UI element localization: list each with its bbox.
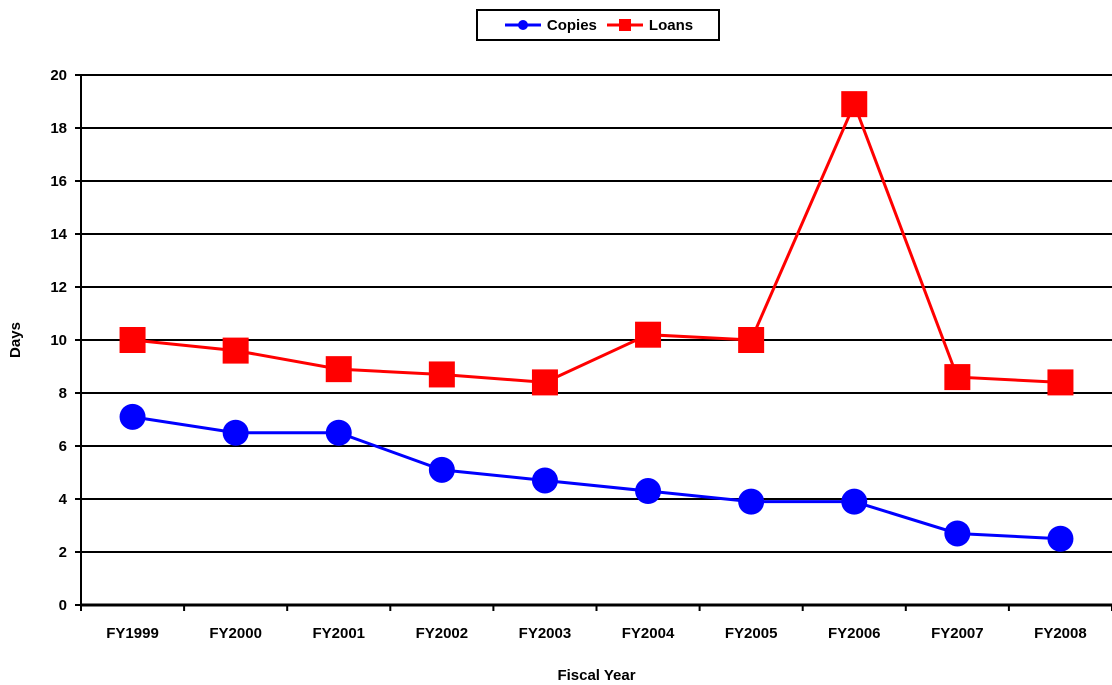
point-loans [1047, 369, 1074, 396]
point-copies [738, 488, 765, 515]
x-tick-label: FY2006 [828, 625, 881, 642]
series-copies [119, 403, 1074, 552]
gridlines [81, 74, 1112, 553]
legend-marker-copies [517, 20, 528, 30]
legend-swatch-loans [606, 19, 643, 31]
point-copies [222, 419, 249, 446]
point-loans [531, 369, 558, 396]
point-loans [738, 327, 765, 353]
y-tick-label: 6 [59, 438, 67, 455]
point-copies [635, 478, 662, 505]
point-loans [325, 356, 352, 383]
point-copies [325, 419, 352, 446]
x-tick-label: FY2008 [1034, 625, 1087, 642]
y-tick-label: 18 [50, 120, 67, 137]
point-loans [222, 337, 249, 364]
y-tick-label: 8 [59, 385, 67, 402]
y-tick-label: 14 [50, 226, 67, 243]
x-tick-label: FY1999 [106, 625, 159, 642]
legend-swatch-copies [504, 20, 541, 30]
y-tick-label: 0 [59, 597, 67, 614]
x-tick-label: FY2007 [931, 625, 984, 642]
legend-label-loans: Loans [648, 16, 694, 34]
point-loans [119, 327, 146, 353]
series-line-copies [132, 415, 1061, 541]
point-loans [635, 321, 662, 348]
point-copies [531, 467, 558, 494]
point-loans [428, 361, 455, 388]
tick-labels: 0 2 4 6 8 10 12 14 16 18 20 FY1999 FY2000 FY2001 FY200… [50, 67, 1086, 642]
y-tick-label: 16 [50, 173, 67, 190]
legend-item-loans: Loans [605, 17, 693, 34]
x-tick-label: FY2004 [622, 625, 675, 642]
legend: Copies Loans [476, 9, 720, 41]
point-copies [1047, 525, 1074, 552]
legend-label-copies: Copies [546, 16, 597, 34]
y-tick-label: 10 [50, 332, 67, 349]
point-loans [944, 364, 971, 391]
y-tick-label: 4 [59, 491, 68, 508]
series [119, 91, 1074, 552]
x-axis-title: Fiscal Year [557, 667, 635, 684]
y-tick-label: 2 [59, 544, 67, 561]
series-loans [119, 91, 1074, 396]
series-line-loans [132, 100, 1061, 384]
x-tick-label: FY2000 [209, 625, 262, 642]
point-copies [428, 456, 455, 483]
y-tick-label: 12 [50, 279, 67, 296]
y-tick-label: 20 [50, 67, 67, 84]
legend-marker-loans [618, 19, 631, 31]
point-copies [944, 520, 971, 547]
x-tick-label: FY2005 [725, 625, 778, 642]
x-tick-label: FY2003 [519, 625, 572, 642]
point-copies [841, 488, 868, 515]
y-axis-title: Days [7, 322, 24, 358]
x-tick-label: FY2002 [416, 625, 469, 642]
legend-item-copies: Copies [503, 17, 597, 34]
axes [75, 74, 1112, 611]
x-tick-label: FY2001 [312, 625, 365, 642]
point-loans [841, 91, 868, 118]
point-copies [119, 403, 146, 430]
